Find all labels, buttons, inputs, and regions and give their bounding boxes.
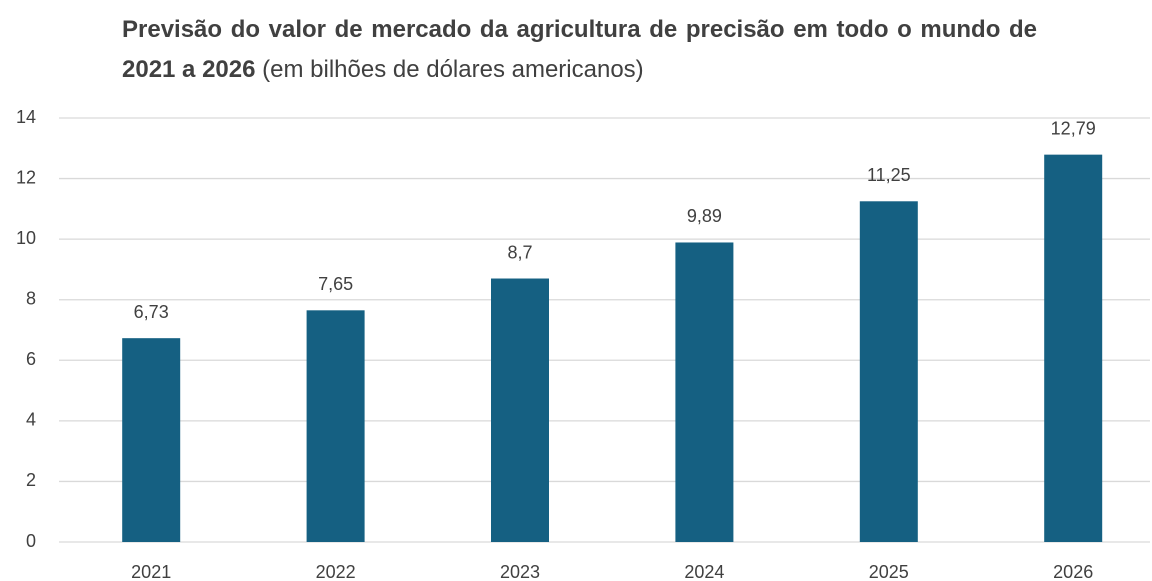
y-tick-label: 10 bbox=[16, 228, 36, 248]
x-tick-label: 2024 bbox=[684, 562, 724, 581]
data-label: 11,25 bbox=[867, 165, 911, 185]
y-tick-label: 12 bbox=[16, 167, 36, 187]
x-tick-label: 2023 bbox=[500, 562, 540, 581]
y-tick-label: 2 bbox=[26, 470, 36, 490]
data-label: 12,79 bbox=[1051, 118, 1096, 138]
x-tick-label: 2021 bbox=[131, 562, 171, 581]
data-label: 6,73 bbox=[134, 302, 169, 322]
y-tick-label: 6 bbox=[26, 349, 36, 369]
bar bbox=[306, 310, 365, 542]
x-tick-label: 2025 bbox=[869, 562, 909, 581]
y-tick-label: 8 bbox=[26, 288, 36, 308]
bar bbox=[491, 278, 549, 542]
data-label: 8,7 bbox=[507, 242, 532, 262]
chart-title: Previsão do valor de mercado da agricult… bbox=[122, 16, 1037, 83]
x-tick-label: 2022 bbox=[316, 562, 356, 581]
chart-title-block: Previsão do valor de mercado da agricult… bbox=[122, 10, 1037, 90]
data-label: 9,89 bbox=[687, 206, 722, 226]
y-tick-label: 4 bbox=[26, 410, 36, 430]
bar bbox=[122, 338, 181, 542]
bar bbox=[859, 201, 918, 543]
bar bbox=[675, 242, 734, 542]
y-tick-label: 0 bbox=[26, 531, 36, 551]
data-label: 7,65 bbox=[318, 274, 353, 294]
bar bbox=[1044, 154, 1103, 542]
x-tick-label: 2026 bbox=[1053, 562, 1093, 581]
y-tick-label: 14 bbox=[16, 107, 36, 127]
chart-subtitle: (em bilhões de dólares americanos) bbox=[262, 56, 644, 83]
